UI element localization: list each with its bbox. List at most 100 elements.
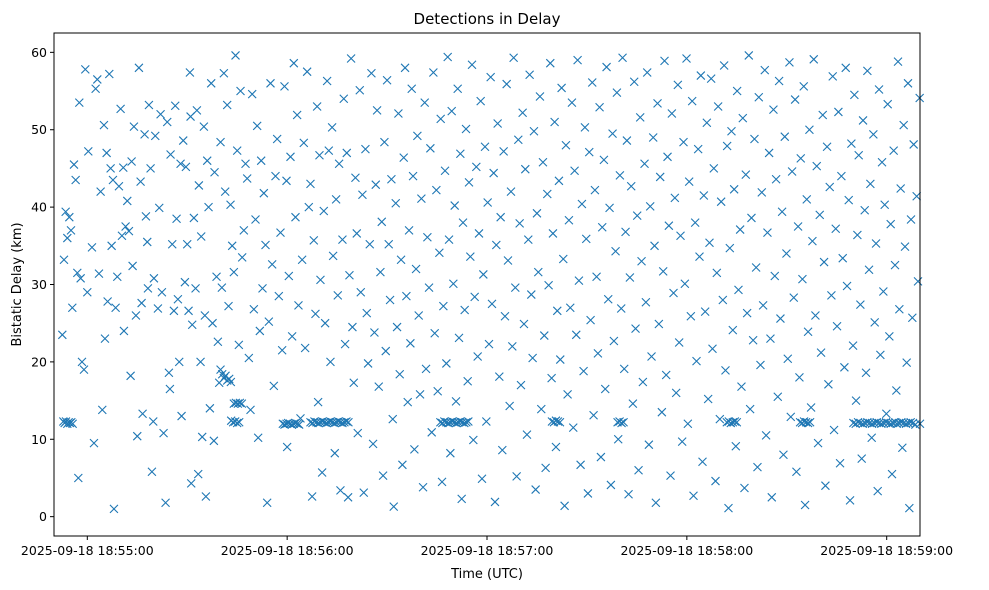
data-point: [712, 268, 722, 278]
data-point: [68, 419, 78, 429]
data-point: [735, 225, 745, 234]
data-point: [862, 417, 872, 427]
data-point: [747, 213, 756, 223]
data-point: [651, 498, 661, 508]
data-point: [395, 369, 405, 379]
data-point: [531, 485, 541, 494]
data-point: [244, 353, 254, 363]
data-point: [628, 399, 638, 409]
data-point: [631, 324, 640, 333]
data-point: [510, 283, 520, 292]
data-point: [846, 139, 856, 149]
data-point: [658, 266, 668, 276]
data-point: [371, 180, 381, 190]
data-point: [59, 255, 69, 265]
data-point: [320, 318, 330, 328]
data-point: [884, 331, 894, 341]
data-point: [119, 326, 129, 336]
data-point: [822, 142, 832, 152]
data-point: [728, 417, 738, 427]
data-point: [532, 208, 542, 218]
data-point: [289, 58, 299, 68]
data-point: [136, 177, 145, 186]
data-point: [367, 68, 376, 78]
data-point: [440, 166, 450, 176]
data-point: [711, 476, 720, 486]
data-point: [808, 236, 817, 246]
data-point: [441, 359, 451, 368]
data-point: [173, 294, 183, 304]
data-point: [348, 322, 357, 332]
data-point: [62, 233, 72, 243]
data-point: [891, 386, 901, 395]
data-point: [522, 430, 532, 440]
data-point: [692, 356, 701, 366]
data-point: [96, 187, 106, 197]
data-point: [520, 164, 530, 174]
data-point: [600, 384, 610, 394]
data-point: [127, 157, 136, 166]
data-point: [767, 492, 777, 502]
data-point: [683, 419, 693, 429]
data-point: [396, 255, 406, 265]
data-point: [832, 321, 842, 331]
data-point: [118, 163, 128, 173]
data-point: [782, 249, 791, 258]
data-point: [690, 218, 700, 227]
data-point: [415, 389, 425, 399]
data-point: [795, 372, 804, 382]
data-point: [903, 78, 913, 88]
data-point: [304, 202, 314, 212]
data-point: [392, 322, 402, 332]
data-point: [587, 78, 597, 87]
data-point: [570, 166, 579, 176]
data-point: [189, 213, 199, 223]
data-point: [560, 501, 569, 511]
data-point: [434, 248, 444, 258]
data-point: [464, 177, 474, 187]
data-point: [799, 82, 809, 91]
data-point: [453, 84, 463, 94]
data-point: [573, 55, 582, 65]
data-point: [481, 417, 491, 426]
data-point: [742, 308, 752, 318]
data-point: [516, 380, 526, 390]
data-point: [197, 432, 207, 442]
data-point: [342, 148, 352, 158]
data-point: [437, 477, 447, 487]
data-point: [581, 234, 591, 244]
data-point: [507, 342, 517, 351]
data-point: [731, 441, 741, 451]
data-point: [771, 174, 781, 184]
data-point: [473, 352, 483, 361]
data-point: [276, 228, 285, 238]
data-point: [865, 179, 875, 189]
data-point: [860, 205, 870, 215]
data-point: [336, 485, 345, 495]
data-point: [102, 148, 112, 158]
data-point: [343, 492, 353, 502]
data-point: [892, 419, 902, 429]
x-axis-label: Time (UTC): [450, 567, 523, 582]
data-point: [816, 348, 826, 357]
data-point: [557, 83, 566, 93]
data-point: [563, 389, 572, 399]
data-point: [632, 211, 642, 221]
data-point: [317, 468, 327, 477]
x-tick-label: 2025-09-18 18:57:00: [421, 543, 554, 558]
data-point: [340, 339, 350, 349]
data-point: [146, 164, 155, 173]
data-point: [725, 243, 735, 253]
data-point: [339, 94, 349, 104]
data-point: [897, 443, 907, 453]
data-point: [544, 280, 554, 290]
data-point: [728, 325, 738, 335]
data-point: [806, 403, 816, 412]
data-point: [80, 64, 90, 74]
data-point: [599, 155, 609, 165]
data-point: [671, 388, 681, 398]
data-point: [71, 175, 81, 185]
data-point: [468, 435, 478, 445]
data-point: [597, 222, 607, 232]
data-point: [724, 503, 733, 513]
